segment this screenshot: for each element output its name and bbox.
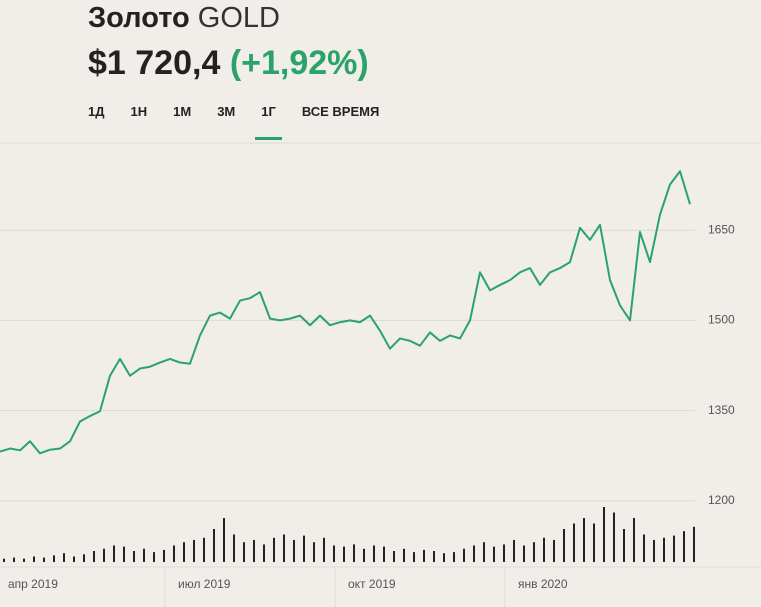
volume-bar xyxy=(173,545,175,562)
volume-bar xyxy=(43,557,45,562)
volume-bar xyxy=(613,512,615,562)
volume-bar xyxy=(63,553,65,562)
volume-bar xyxy=(543,537,545,562)
volume-bar xyxy=(573,523,575,562)
volume-bar xyxy=(253,540,255,562)
volume-bar xyxy=(33,556,35,562)
volume-bar xyxy=(153,552,155,562)
volume-bar xyxy=(233,534,235,562)
volume-bar xyxy=(293,540,295,562)
volume-bar xyxy=(603,507,605,562)
volume-bar xyxy=(653,540,655,562)
volume-bar xyxy=(683,531,685,562)
tab[interactable]: ВСЕ ВРЕМЯ xyxy=(301,104,380,119)
volume-bar xyxy=(643,534,645,562)
x-tick-label: янв 2020 xyxy=(518,577,568,591)
volume-bar xyxy=(83,554,85,562)
volume-bar xyxy=(453,552,455,562)
volume-bar xyxy=(423,549,425,562)
asset-name: Золото xyxy=(88,2,190,34)
volume-bar xyxy=(263,544,265,562)
title: Золото GOLD xyxy=(88,2,280,35)
ticker: GOLD xyxy=(197,2,280,34)
volume-bar xyxy=(323,537,325,562)
volume-bar xyxy=(473,545,475,562)
y-tick-label: 1650 xyxy=(708,222,735,236)
volume-bar xyxy=(523,545,525,562)
volume-bar xyxy=(213,529,215,562)
tab[interactable]: 1Г xyxy=(255,104,282,140)
volume-bar xyxy=(443,553,445,562)
volume-bar xyxy=(193,540,195,562)
volume-bar xyxy=(403,548,405,562)
volume-bar xyxy=(123,546,125,562)
volume-bar xyxy=(143,548,145,562)
x-tick-label: окт 2019 xyxy=(348,577,396,591)
volume-bar xyxy=(553,540,555,562)
volume-bar xyxy=(283,534,285,562)
tab[interactable]: 1Н xyxy=(130,104,148,119)
volume-bar xyxy=(363,548,365,562)
volume-bar xyxy=(303,535,305,562)
volume-bar xyxy=(183,542,185,562)
volume-bar xyxy=(533,542,535,562)
volume-bar xyxy=(353,544,355,562)
x-tick-label: апр 2019 xyxy=(8,577,58,591)
volume-bar xyxy=(433,551,435,562)
volume-bar xyxy=(203,537,205,562)
volume-bar xyxy=(623,529,625,562)
volume-bar xyxy=(663,537,665,562)
volume-bar xyxy=(93,551,95,562)
volume-bar xyxy=(73,556,75,562)
volume-bar xyxy=(413,552,415,562)
tab[interactable]: 1М xyxy=(173,104,192,119)
price-line xyxy=(0,170,691,455)
volume-bar xyxy=(383,546,385,562)
volume-bar xyxy=(513,540,515,562)
volume-bar xyxy=(503,544,505,562)
tab[interactable]: 1Д xyxy=(88,104,105,119)
volume-bar xyxy=(273,537,275,562)
volume-bar xyxy=(343,546,345,562)
y-tick-label: 1200 xyxy=(708,493,735,507)
volume-bar xyxy=(103,548,105,562)
volume-bar xyxy=(393,551,395,562)
volume-bar xyxy=(13,557,15,562)
volume-bar xyxy=(163,549,165,562)
volume-bar xyxy=(463,548,465,562)
price: $1 720,4 xyxy=(88,44,221,82)
volume-bar xyxy=(633,518,635,562)
change: (+1,92%) xyxy=(229,44,369,82)
volume-bar xyxy=(23,558,25,562)
volume-bar xyxy=(133,551,135,562)
volume-bar xyxy=(673,535,675,562)
price-line: $1 720,4 (+1,92%) xyxy=(88,44,369,83)
volume-bar xyxy=(243,542,245,562)
x-tick-label: июл 2019 xyxy=(178,577,231,591)
y-tick-label: 1350 xyxy=(708,403,735,417)
volume-bar xyxy=(693,526,695,562)
volume-bar xyxy=(223,518,225,562)
volume-bar xyxy=(313,542,315,562)
volume-bar xyxy=(583,518,585,562)
volume-bar xyxy=(373,545,375,562)
volume-bar xyxy=(3,558,5,562)
volume-bar xyxy=(493,546,495,562)
volume-bar xyxy=(53,555,55,562)
volume-bar xyxy=(593,523,595,562)
volume-bar xyxy=(563,529,565,562)
volume-bar xyxy=(333,545,335,562)
volume-bar xyxy=(113,545,115,562)
volume-bar xyxy=(483,542,485,562)
tabs: 1Д 1Н 1М 3М 1Г ВСЕ ВРЕМЯ xyxy=(88,104,405,140)
tab[interactable]: 3М xyxy=(217,104,236,119)
y-tick-label: 1500 xyxy=(708,313,735,327)
